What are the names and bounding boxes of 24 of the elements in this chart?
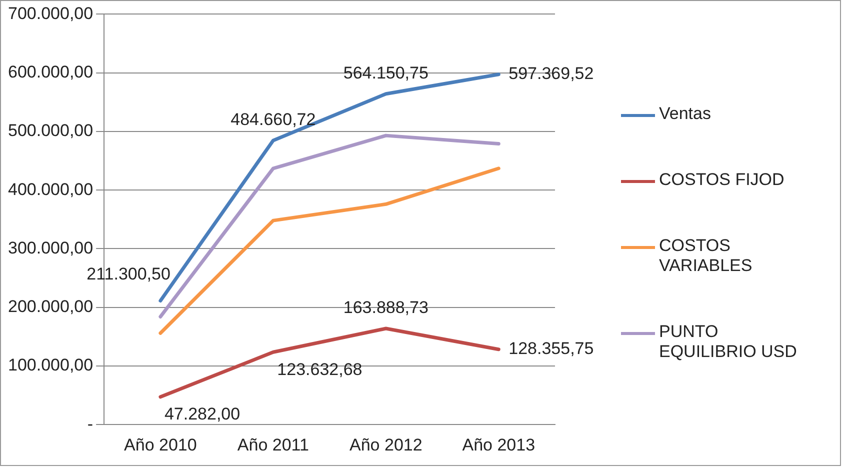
data-label: 564.150,75 bbox=[343, 64, 428, 83]
x-tick-label: Año 2012 bbox=[350, 435, 422, 454]
x-tick-label: Año 2011 bbox=[237, 435, 309, 454]
x-tick-label: Año 2013 bbox=[462, 435, 536, 454]
data-label: 484.660,72 bbox=[230, 110, 316, 130]
data-label: 163.888,73 bbox=[343, 298, 428, 318]
legend-label: PUNTO EQUILIBRIO USD bbox=[659, 322, 798, 362]
data-label: 128.355,75 bbox=[508, 339, 594, 358]
y-tick-label: - bbox=[87, 414, 94, 434]
x-tick-label: Año 2010 bbox=[124, 435, 197, 454]
data-label: 597.369,52 bbox=[508, 64, 594, 84]
y-tick-label: 400.000,00 bbox=[8, 180, 94, 199]
legend-label: Ventas bbox=[659, 104, 712, 124]
legend-label: COSTOS VARIABLES bbox=[659, 236, 754, 276]
data-label: 211.300,50 bbox=[86, 264, 170, 284]
y-tick-label: 700.000,00 bbox=[8, 4, 94, 23]
y-tick-label: 100.000,00 bbox=[8, 356, 94, 375]
y-tick-label: 600.000,00 bbox=[8, 62, 94, 82]
data-label: 47.282,00 bbox=[164, 404, 240, 424]
y-tick-label: 300.000,00 bbox=[8, 238, 94, 258]
y-tick-label: 200.000,00 bbox=[8, 297, 94, 316]
y-tick-label: 500.000,00 bbox=[8, 121, 94, 140]
legend-label: COSTOS FIJOD bbox=[659, 170, 786, 190]
data-label: 123.632,68 bbox=[277, 360, 362, 379]
